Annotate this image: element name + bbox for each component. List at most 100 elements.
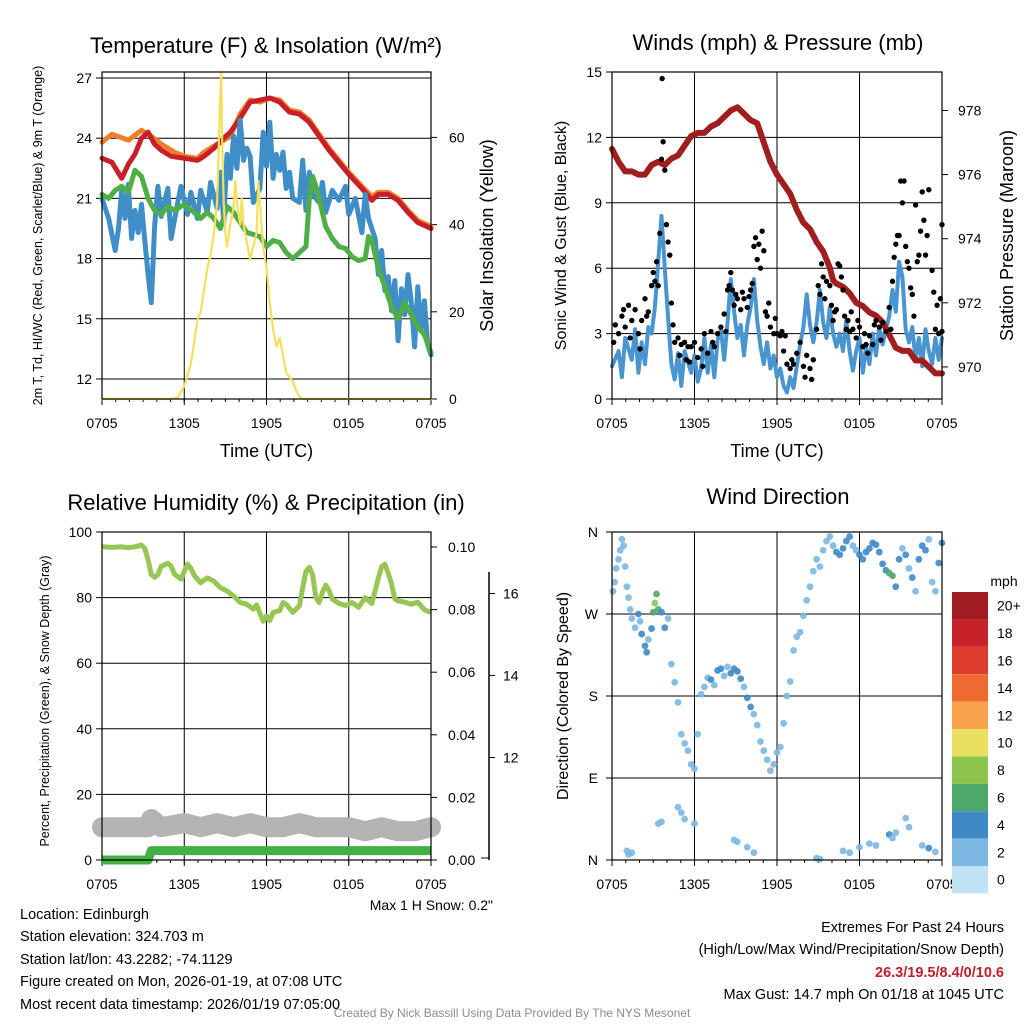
x-tick-label: 1905 (251, 876, 282, 892)
x-axis-label: Time (UTC) (730, 441, 823, 461)
gust-point (855, 317, 861, 324)
gust-point (752, 235, 759, 241)
extremes-values: 26.3/19.5/8.4/0/10.6 (875, 964, 1004, 981)
gust-point (820, 274, 826, 280)
gust-point (802, 374, 808, 380)
panel-title-3: Relative Humidity (%) & Precipitation (i… (67, 490, 464, 515)
direction-point (724, 663, 731, 671)
gust-point (653, 259, 660, 265)
x-tick-label: 0705 (86, 876, 117, 892)
y2-tick-label: 970 (958, 359, 982, 375)
gust-point (759, 228, 765, 234)
gust-point (665, 239, 671, 245)
y-tick-label: 15 (586, 64, 602, 80)
gust-point (777, 333, 783, 339)
direction-point (636, 617, 644, 625)
legend-title: mph (990, 573, 1017, 589)
gust-point (926, 187, 932, 193)
direction-point (928, 578, 936, 586)
direction-point (892, 583, 900, 591)
recent-timestamp: Most recent data timestamp: 2026/01/19 0… (20, 996, 341, 1013)
direction-point (621, 563, 629, 571)
gust-point (787, 365, 793, 372)
direction-point (653, 590, 660, 598)
x-tick-label: 1305 (679, 415, 710, 431)
direction-point (783, 692, 791, 700)
direction-point (905, 565, 913, 572)
gust-point (744, 304, 750, 311)
gust-point (866, 333, 873, 339)
direction-point (856, 843, 863, 851)
gust-point (757, 265, 764, 271)
gust-point (889, 278, 896, 284)
direction-point (803, 596, 811, 604)
direction-point (829, 542, 837, 550)
gust-point (723, 328, 729, 335)
gust-point (728, 269, 734, 276)
y-tick-label: 40 (76, 721, 92, 737)
direction-point (618, 535, 626, 543)
legend-label: 12 (997, 707, 1013, 723)
y-tick-label: S (589, 688, 598, 704)
legend-label: 6 (997, 790, 1005, 806)
direction-point (760, 747, 768, 755)
gust-point (668, 300, 675, 306)
gust-point (637, 346, 643, 352)
y-tick-label: 9 (594, 195, 602, 211)
gust-point (695, 354, 701, 361)
gust-point (909, 291, 915, 297)
gust-point (629, 317, 635, 324)
direction-point (701, 683, 708, 691)
gust-point (790, 361, 797, 367)
direction-point (737, 675, 745, 683)
direction-point (902, 551, 910, 559)
y-tick-label: E (589, 770, 598, 786)
direction-point (674, 803, 682, 811)
y-tick-label: N (588, 852, 598, 868)
gust-point (931, 289, 937, 295)
direction-point (625, 594, 632, 601)
gust-point (650, 269, 656, 276)
panel-title-4: Wind Direction (706, 484, 849, 509)
legend-label: 14 (997, 680, 1013, 696)
gust-point (842, 313, 848, 319)
direction-point (707, 676, 715, 683)
series-td (99, 167, 434, 356)
credit-line: Created By Nick Bassill Using Data Provi… (333, 1006, 691, 1020)
series-2m-t (99, 95, 434, 231)
gust-point (919, 189, 925, 195)
legend-swatch (952, 619, 988, 647)
x-axis-label: Time (UTC) (220, 441, 313, 461)
direction-point (925, 535, 933, 543)
series-snow-depth (92, 809, 441, 842)
direction-point (932, 848, 939, 856)
gust-point (731, 302, 737, 308)
gust-point (724, 287, 731, 293)
gust-point (756, 241, 762, 247)
gust-point (705, 350, 711, 356)
direction-point (615, 555, 622, 563)
gust-point (691, 339, 698, 345)
direction-point (839, 545, 847, 552)
direction-point (750, 849, 758, 857)
direction-point (631, 624, 639, 632)
gust-point (733, 291, 739, 297)
gust-point (804, 352, 810, 358)
gust-point (658, 156, 665, 162)
legend-label: 0 (997, 872, 1005, 888)
gust-point (840, 287, 846, 293)
gust-point (616, 331, 622, 337)
x-tick-label: 0705 (926, 876, 957, 892)
gust-point (766, 300, 772, 306)
gust-point (822, 296, 828, 302)
y2-tick-label: 974 (958, 231, 982, 247)
direction-point (611, 578, 619, 586)
gust-point (657, 230, 663, 236)
gust-point (627, 335, 633, 341)
y-tick-label: W (585, 606, 599, 622)
direction-point (644, 636, 652, 643)
legend-swatch (952, 729, 988, 757)
panel-title-1: Temperature (F) & Insolation (W/m²) (90, 33, 442, 58)
direction-point (866, 840, 873, 847)
